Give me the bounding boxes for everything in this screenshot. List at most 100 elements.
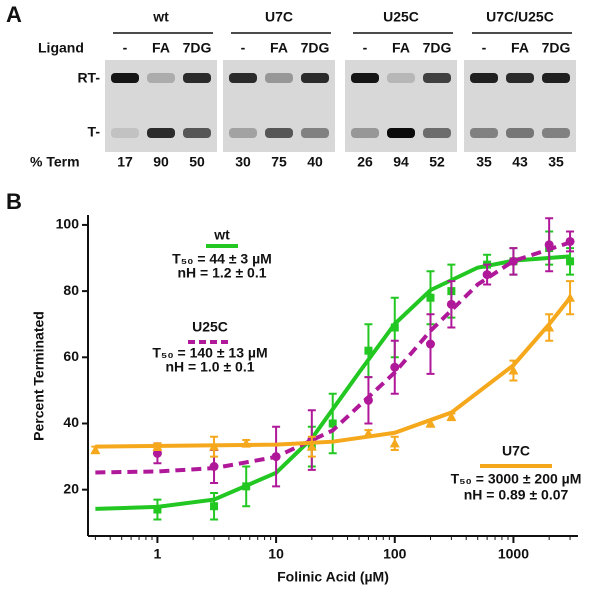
term-value: 35 xyxy=(548,154,564,170)
term-value: 26 xyxy=(357,154,373,170)
y-tick-label: 40 xyxy=(63,414,79,430)
x-tick-label: 100 xyxy=(383,546,407,562)
rt-band xyxy=(111,73,139,83)
t-band xyxy=(423,128,451,138)
lane-label: - xyxy=(363,40,368,56)
rt-band xyxy=(301,73,329,83)
nh-annotation: nH = 0.89 ± 0.07 xyxy=(464,487,569,503)
data-point xyxy=(482,270,492,280)
fit-curve xyxy=(95,296,572,449)
term-value: 94 xyxy=(393,154,409,170)
ligand-label: Ligand xyxy=(38,40,84,56)
t-band xyxy=(147,128,175,138)
t-band xyxy=(183,128,211,138)
data-point xyxy=(389,438,400,448)
legend-name: U7C xyxy=(502,443,530,459)
data-point xyxy=(566,257,575,266)
lane-label: - xyxy=(482,40,487,56)
group-name: U7C/U25C xyxy=(486,9,554,25)
data-point xyxy=(271,452,281,462)
rt-band xyxy=(387,73,415,83)
rt-band xyxy=(423,73,451,83)
t-band xyxy=(387,128,415,138)
y-tick-label: 80 xyxy=(63,282,79,298)
data-point xyxy=(328,419,337,428)
term-label: % Term xyxy=(30,154,80,170)
rt-label: RT- xyxy=(77,70,100,86)
lane-label: FA xyxy=(392,40,410,56)
y-tick-label: 100 xyxy=(56,216,80,232)
lane-label: 7DG xyxy=(301,40,330,56)
data-point xyxy=(508,256,518,266)
term-value: 30 xyxy=(235,154,251,170)
data-point xyxy=(425,339,435,349)
rt-band xyxy=(506,73,534,83)
term-value: 75 xyxy=(271,154,287,170)
lane-label: 7DG xyxy=(423,40,452,56)
term-value: 35 xyxy=(476,154,492,170)
t-band xyxy=(265,128,293,138)
rt-band xyxy=(147,73,175,83)
lane-label: FA xyxy=(152,40,170,56)
nh-annotation: nH = 1.0 ± 0.1 xyxy=(165,359,254,375)
panel-label: A xyxy=(6,2,22,27)
t50-annotation: T₅₀ = 140 ± 13 µM xyxy=(152,345,267,361)
data-point xyxy=(152,448,162,458)
lane-label: 7DG xyxy=(542,40,571,56)
x-axis-label: Folinic Acid (µM) xyxy=(277,569,389,585)
data-point xyxy=(209,441,220,451)
data-point xyxy=(544,240,554,250)
term-value: 90 xyxy=(153,154,169,170)
t-band xyxy=(351,128,379,138)
x-tick-label: 1000 xyxy=(498,546,529,562)
t50-annotation: T₅₀ = 44 ± 3 µM xyxy=(172,251,272,267)
data-point xyxy=(209,462,219,472)
data-point xyxy=(425,418,436,428)
data-point xyxy=(390,362,400,372)
data-point xyxy=(446,411,457,421)
y-axis-label: Percent Terminated xyxy=(31,311,47,441)
group-name: U25C xyxy=(383,9,419,25)
term-value: 40 xyxy=(307,154,323,170)
data-point xyxy=(426,293,435,302)
gel-panels xyxy=(105,60,576,152)
term-value: 50 xyxy=(189,154,205,170)
rt-band xyxy=(542,73,570,83)
rt-band xyxy=(229,73,257,83)
lane-label: - xyxy=(241,40,246,56)
rt-band xyxy=(470,73,498,83)
group-name: wt xyxy=(152,9,169,25)
data-point xyxy=(152,441,163,451)
lane-label: 7DG xyxy=(183,40,212,56)
data-point xyxy=(446,299,456,309)
data-point xyxy=(306,441,317,451)
data-point xyxy=(364,346,373,355)
data-point xyxy=(210,502,219,511)
group-name: U7C xyxy=(265,9,293,25)
x-tick-label: 1 xyxy=(154,546,162,562)
data-point xyxy=(390,323,399,332)
legend-name: U25C xyxy=(192,319,228,335)
nh-annotation: nH = 1.2 ± 0.1 xyxy=(177,265,266,281)
data-point xyxy=(363,395,373,405)
t50-annotation: T₅₀ = 3000 ± 200 µM xyxy=(451,471,582,487)
x-tick-label: 10 xyxy=(268,546,284,562)
lane-label: - xyxy=(123,40,128,56)
panel-label: B xyxy=(6,189,22,214)
lane-label: FA xyxy=(511,40,529,56)
term-value: 17 xyxy=(117,154,133,170)
data-point xyxy=(363,428,374,438)
rt-band xyxy=(183,73,211,83)
legend-name: wt xyxy=(213,227,230,243)
data-point xyxy=(90,444,101,454)
data-point xyxy=(508,365,519,375)
t-label: T- xyxy=(88,124,101,140)
term-value: 43 xyxy=(512,154,528,170)
plot: 20 40 60 80 100 1 10 100 1000 xyxy=(56,215,578,562)
t-band xyxy=(470,128,498,138)
y-tick-label: 60 xyxy=(63,348,79,364)
t-band xyxy=(506,128,534,138)
data-point xyxy=(544,322,555,332)
data-point xyxy=(242,482,251,491)
